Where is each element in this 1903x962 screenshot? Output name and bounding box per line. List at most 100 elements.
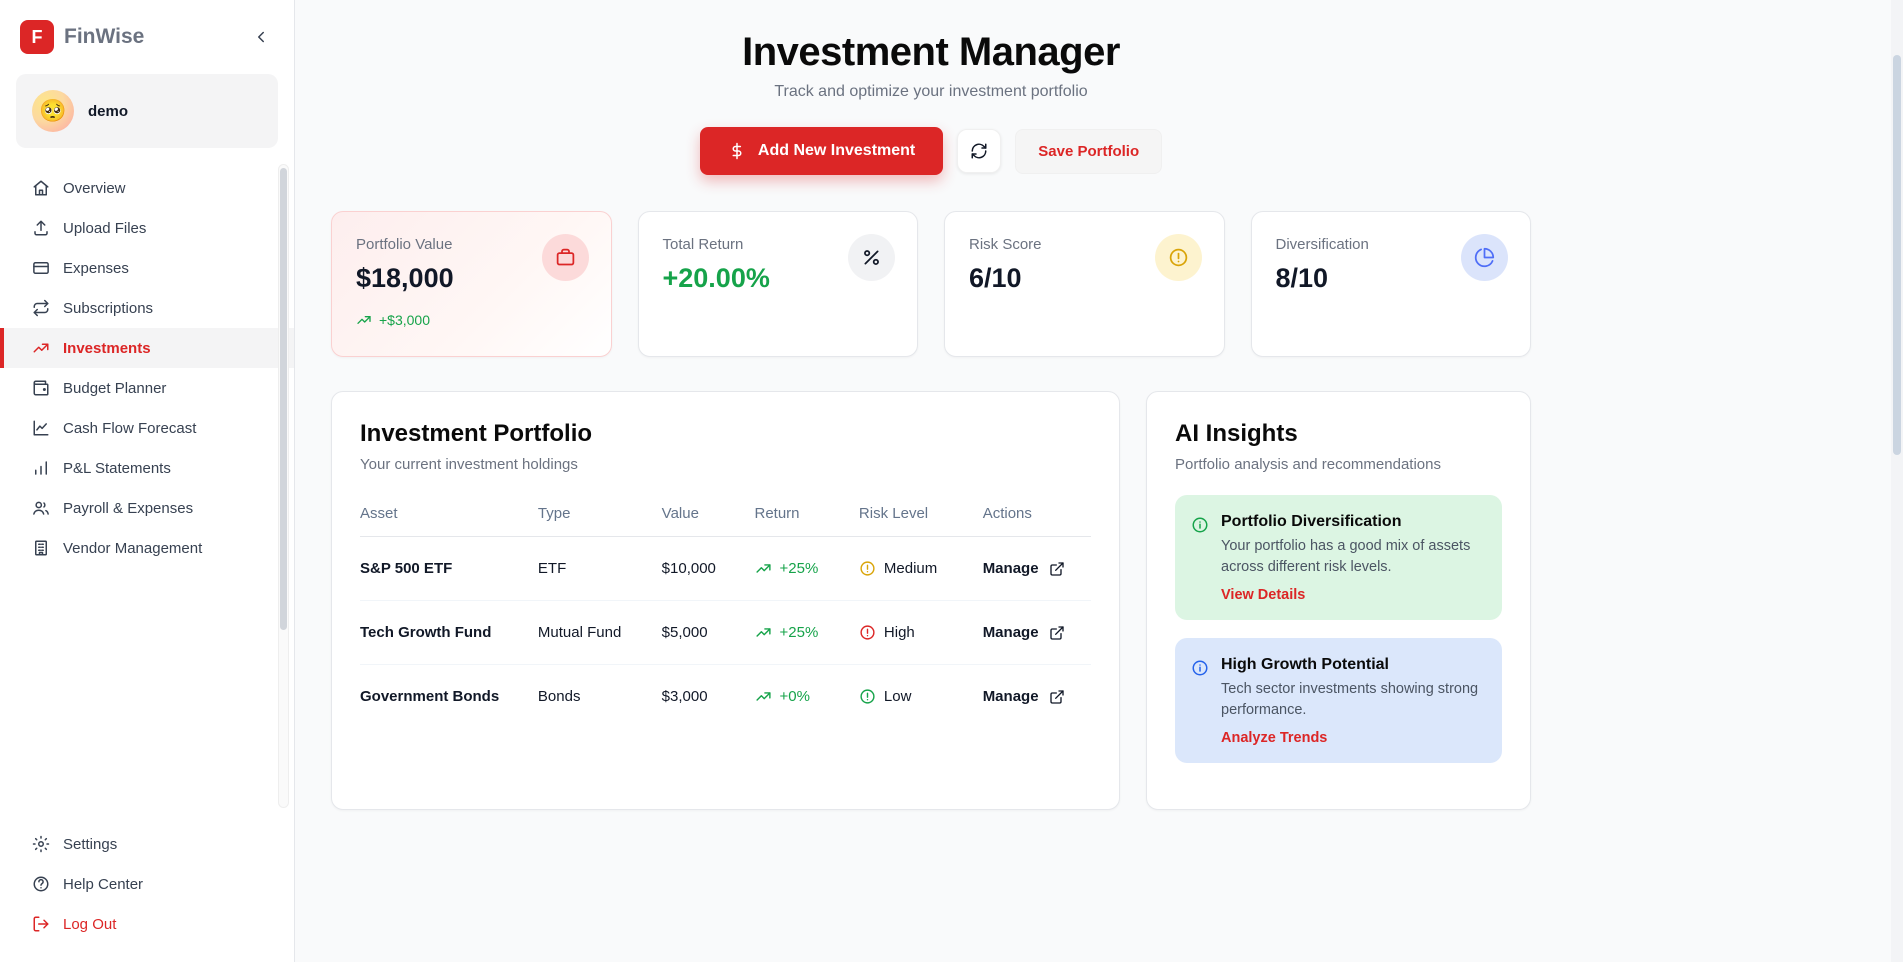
- sidebar-item-help-center[interactable]: Help Center: [0, 864, 294, 904]
- sidebar-footer: Settings Help Center Log Out: [0, 814, 294, 962]
- insight-title: Portfolio Diversification: [1221, 513, 1402, 530]
- sidebar-item-settings[interactable]: Settings: [0, 824, 294, 864]
- insight-title: High Growth Potential: [1221, 656, 1389, 674]
- insight-high-growth-potential: High Growth Potential Tech sector invest…: [1175, 638, 1502, 764]
- sidebar-item-cash-flow-forecast[interactable]: Cash Flow Forecast: [0, 408, 294, 448]
- manage-button[interactable]: Manage: [983, 624, 1083, 641]
- stat-cards: Portfolio Value $18,000 +$3,000 Total Re…: [331, 211, 1531, 357]
- percent-icon: [848, 234, 895, 281]
- risk-level: Medium: [859, 560, 975, 577]
- chevron-left-icon: [252, 28, 270, 46]
- sidebar-item-expenses[interactable]: Expenses: [0, 248, 294, 288]
- refresh-button[interactable]: [957, 129, 1002, 173]
- alert-circle-icon: [859, 688, 876, 705]
- sidebar-item-budget-planner[interactable]: Budget Planner: [0, 368, 294, 408]
- trending-up-icon: [755, 688, 772, 705]
- investment-portfolio-panel: Investment Portfolio Your current invest…: [331, 391, 1120, 811]
- trending-up-icon: [32, 339, 50, 357]
- credit-card-icon: [32, 259, 50, 277]
- stat-delta-value: +$3,000: [379, 312, 430, 328]
- column-header-actions: Actions: [982, 495, 1091, 537]
- sidebar-item-payroll-expenses[interactable]: Payroll & Expenses: [0, 488, 294, 528]
- manage-button[interactable]: Manage: [983, 688, 1083, 705]
- upload-icon: [32, 219, 50, 237]
- stat-label: Total Return: [662, 236, 744, 253]
- risk-level: Low: [859, 688, 975, 705]
- sidebar-item-label: Vendor Management: [63, 539, 203, 557]
- external-link-icon: [1049, 561, 1065, 577]
- sidebar: F FinWise 🥺 demo Overview Upload Files E…: [0, 0, 295, 962]
- sidebar-item-label: Upload Files: [63, 219, 147, 237]
- sidebar-scrollbar-thumb[interactable]: [280, 168, 287, 631]
- asset-type: Bonds: [537, 688, 581, 705]
- asset-return: +25%: [755, 624, 851, 641]
- sidebar-item-vendor-management[interactable]: Vendor Management: [0, 528, 294, 568]
- external-link-icon: [1049, 625, 1065, 641]
- asset-value: $10,000: [661, 536, 755, 601]
- view-details-link[interactable]: View Details: [1221, 587, 1306, 604]
- alert-circle-icon: [859, 624, 876, 641]
- wallet-icon: [32, 379, 50, 397]
- sidebar-item-label: P&L Statements: [63, 459, 171, 477]
- insights-title: AI Insights: [1175, 420, 1298, 447]
- main-content: Investment Manager Track and optimize yo…: [295, 0, 1903, 962]
- info-icon: [1191, 516, 1209, 604]
- sidebar-collapse-button[interactable]: [248, 24, 274, 50]
- sidebar-item-investments[interactable]: Investments: [0, 328, 294, 368]
- asset-name: S&P 500 ETF: [360, 536, 538, 601]
- sidebar-item-pl-statements[interactable]: P&L Statements: [0, 448, 294, 488]
- sidebar-item-label: Budget Planner: [63, 379, 167, 397]
- sidebar-item-label: Settings: [63, 835, 118, 853]
- analyze-trends-link[interactable]: Analyze Trends: [1221, 730, 1328, 747]
- save-portfolio-button[interactable]: Save Portfolio: [1015, 128, 1163, 174]
- stat-label: Diversification: [1275, 236, 1369, 253]
- asset-name: Government Bonds: [360, 688, 500, 705]
- sidebar-item-upload-files[interactable]: Upload Files: [0, 208, 294, 248]
- add-new-investment-button[interactable]: Add New Investment: [699, 127, 944, 175]
- sidebar-item-overview[interactable]: Overview: [0, 168, 294, 208]
- trending-up-icon: [755, 624, 772, 641]
- sidebar-item-log-out[interactable]: Log Out: [0, 904, 294, 944]
- stat-label: Risk Score: [969, 236, 1042, 253]
- refresh-icon: [970, 142, 988, 160]
- asset-value: $3,000: [661, 688, 708, 705]
- external-link-icon: [1049, 689, 1065, 705]
- username: demo: [88, 102, 129, 120]
- asset-type: Mutual Fund: [537, 600, 662, 665]
- portfolio-title: Investment Portfolio: [360, 420, 593, 447]
- dollar-icon: [728, 142, 746, 160]
- stat-card-risk-score: Risk Score 6/10: [944, 211, 1225, 357]
- brand: F FinWise: [20, 20, 144, 54]
- holdings-table: Asset Type Value Return Risk Level Actio…: [360, 495, 1091, 728]
- table-row: Government Bonds Bonds $3,000 +0% Low Ma…: [360, 665, 1091, 729]
- sidebar-nav: Overview Upload Files Expenses Subscript…: [0, 162, 294, 814]
- stat-value: +20.00%: [662, 263, 770, 293]
- alert-circle-icon: [859, 560, 876, 577]
- sidebar-item-label: Overview: [63, 179, 126, 197]
- sidebar-item-subscriptions[interactable]: Subscriptions: [0, 288, 294, 328]
- sidebar-scrollbar[interactable]: [278, 164, 289, 808]
- insight-portfolio-diversification: Portfolio Diversification Your portfolio…: [1175, 495, 1502, 621]
- manage-button[interactable]: Manage: [983, 560, 1083, 577]
- trending-up-icon: [755, 560, 772, 577]
- pie-chart-icon: [1461, 234, 1508, 281]
- users-icon: [32, 499, 50, 517]
- column-header-risk-level: Risk Level: [858, 495, 983, 537]
- header-actions: Add New Investment Save Portfolio: [331, 127, 1531, 175]
- page-scrollbar[interactable]: [1891, 0, 1903, 962]
- page-scrollbar-thumb[interactable]: [1893, 55, 1901, 455]
- brand-name: FinWise: [64, 25, 145, 48]
- bar-chart-icon: [32, 459, 50, 477]
- info-icon: [1191, 659, 1209, 747]
- trending-up-icon: [356, 312, 372, 328]
- asset-value: $5,000: [661, 600, 755, 665]
- repeat-icon: [32, 299, 50, 317]
- column-header-value: Value: [661, 495, 755, 537]
- stat-value: 6/10: [969, 263, 1022, 293]
- building-icon: [32, 539, 50, 557]
- gear-icon: [32, 835, 50, 853]
- asset-return: +0%: [755, 688, 851, 705]
- ai-insights-panel: AI Insights Portfolio analysis and recom…: [1146, 391, 1531, 811]
- home-icon: [32, 179, 50, 197]
